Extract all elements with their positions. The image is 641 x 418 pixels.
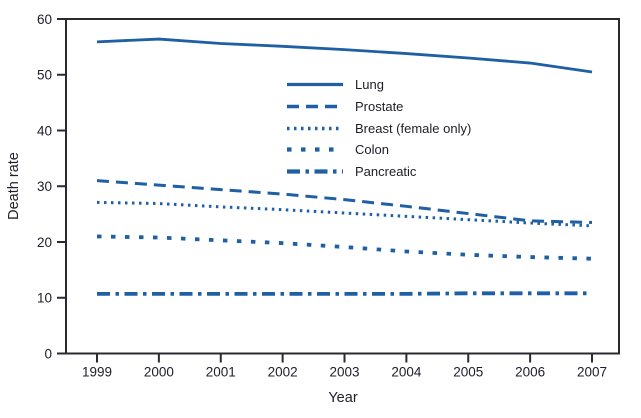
x-tick-label: 1999	[82, 365, 112, 380]
y-tick-label: 40	[37, 123, 52, 138]
legend-line-swatch-prostate	[287, 104, 343, 109]
x-tick-label: 2000	[144, 365, 174, 380]
legend-item-prostate: Prostate	[286, 96, 471, 118]
legend-item-colon: Colon	[286, 139, 471, 161]
legend: Lung Prostate Breast (female only) Colon Pan…	[286, 74, 471, 182]
legend-line-swatch-colon	[287, 147, 343, 153]
legend-label-prostate: Prostate	[355, 99, 404, 115]
series-line-lung	[96, 37, 593, 74]
x-tick-label: 2005	[453, 365, 483, 380]
legend-label-pancreatic: Pancreatic	[355, 164, 417, 180]
y-tick-label: 10	[37, 291, 52, 306]
y-tick-label: 20	[37, 235, 52, 250]
x-tick-label: 2001	[206, 365, 236, 380]
legend-item-breast-female-only: Breast (female only)	[286, 117, 471, 139]
legend-label-colon: Colon	[355, 142, 389, 158]
legend-line-swatch-breast-female-only	[287, 126, 343, 130]
x-tick-label: 2002	[268, 365, 298, 380]
y-tick-label: 50	[37, 68, 52, 83]
legend-label-breast-female-only: Breast (female only)	[355, 120, 472, 136]
y-axis-title: Death rate	[6, 152, 22, 220]
series-line-prostate	[96, 179, 593, 224]
plot-frame	[65, 18, 620, 355]
x-tick-label: 2007	[577, 365, 607, 380]
legend-label-lung: Lung	[355, 77, 384, 93]
x-axis-title: Year	[328, 390, 358, 406]
x-tick-label: 2006	[515, 365, 545, 380]
legend-line-swatch-pancreatic	[287, 169, 343, 174]
y-tick-label: 60	[37, 12, 52, 27]
legend-item-pancreatic: Pancreatic	[286, 161, 471, 183]
y-tick-label: 30	[37, 179, 52, 194]
series-line-breast-female-only	[96, 200, 593, 228]
x-tick-label: 2003	[329, 365, 359, 380]
x-tick-label: 2004	[391, 365, 422, 380]
legend-line-swatch-lung	[287, 83, 343, 87]
y-tick-label: 0	[44, 346, 52, 361]
series-line-pancreatic	[97, 291, 592, 296]
series-line-colon	[96, 234, 593, 261]
legend-item-lung: Lung	[286, 74, 471, 96]
